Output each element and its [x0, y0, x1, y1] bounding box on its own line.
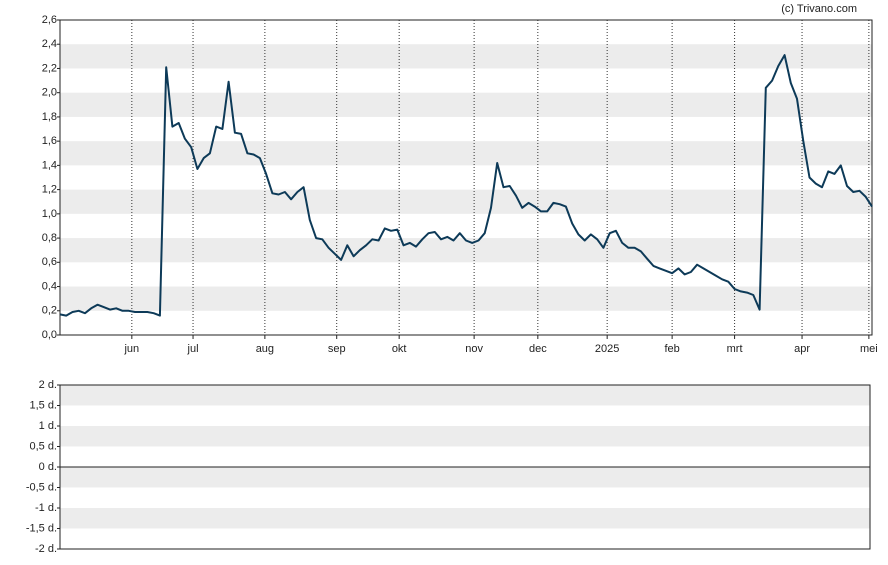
y-tick-label: -1,5 d.: [26, 522, 57, 534]
y-tick-label: 1,8: [42, 111, 57, 123]
y-tick-label: -0,5 d.: [26, 481, 57, 493]
y-tick-label: 0,0: [42, 329, 57, 341]
price-line: [59, 54, 873, 317]
y-tick-label: 2 d.: [39, 379, 57, 391]
y-tick-label: 1,4: [42, 159, 57, 171]
band: [60, 238, 872, 263]
y-tick-label: 1 d.: [39, 420, 57, 432]
x-tick-label: sep: [328, 343, 346, 355]
y-tick-label: -1 d.: [35, 502, 57, 514]
x-tick-label: mrt: [727, 343, 743, 355]
y-tick-label: -2 d.: [35, 543, 57, 555]
x-tick-label: nov: [465, 343, 483, 355]
band: [60, 467, 870, 488]
y-tick-label: 0,5 d.: [29, 440, 57, 452]
x-tick-label: jul: [187, 343, 199, 355]
band: [60, 189, 872, 214]
band: [60, 508, 870, 529]
y-tick-label: 1,0: [42, 208, 57, 220]
y-tick-label: 1,6: [42, 135, 57, 147]
y-tick-label: 2,0: [42, 87, 57, 99]
y-tick-label: 0 d.: [39, 461, 57, 473]
band: [60, 286, 872, 311]
y-tick-label: 0,6: [42, 256, 57, 268]
y-tick-label: 2,4: [42, 38, 57, 50]
source: (c) Trivano.com: [781, 3, 857, 15]
band: [60, 141, 872, 166]
y-tick-label: 1,2: [42, 184, 57, 196]
x-tick-label: apr: [794, 343, 810, 355]
x-tick-label: 2025: [595, 343, 619, 355]
x-tick-label: okt: [392, 343, 407, 355]
y-tick-label: 2,6: [42, 14, 57, 26]
plot-frame: [59, 19, 873, 336]
y-tick-label: 2,2: [42, 62, 57, 74]
y-tick-label: 0,4: [42, 280, 57, 292]
x-tick-label: jun: [123, 343, 139, 355]
y-tick-label: 1,5 d.: [29, 399, 57, 411]
band: [60, 385, 870, 406]
x-tick-label: mei: [860, 343, 878, 355]
x-tick-label: dec: [529, 343, 547, 355]
band: [60, 44, 872, 69]
x-tick-label: aug: [256, 343, 274, 355]
y-tick-label: 0,8: [42, 232, 57, 244]
band: [60, 92, 872, 117]
plot-frame: [59, 384, 871, 550]
y-tick-label: 0,2: [42, 305, 57, 317]
band: [60, 426, 870, 447]
x-tick-label: feb: [664, 343, 679, 355]
